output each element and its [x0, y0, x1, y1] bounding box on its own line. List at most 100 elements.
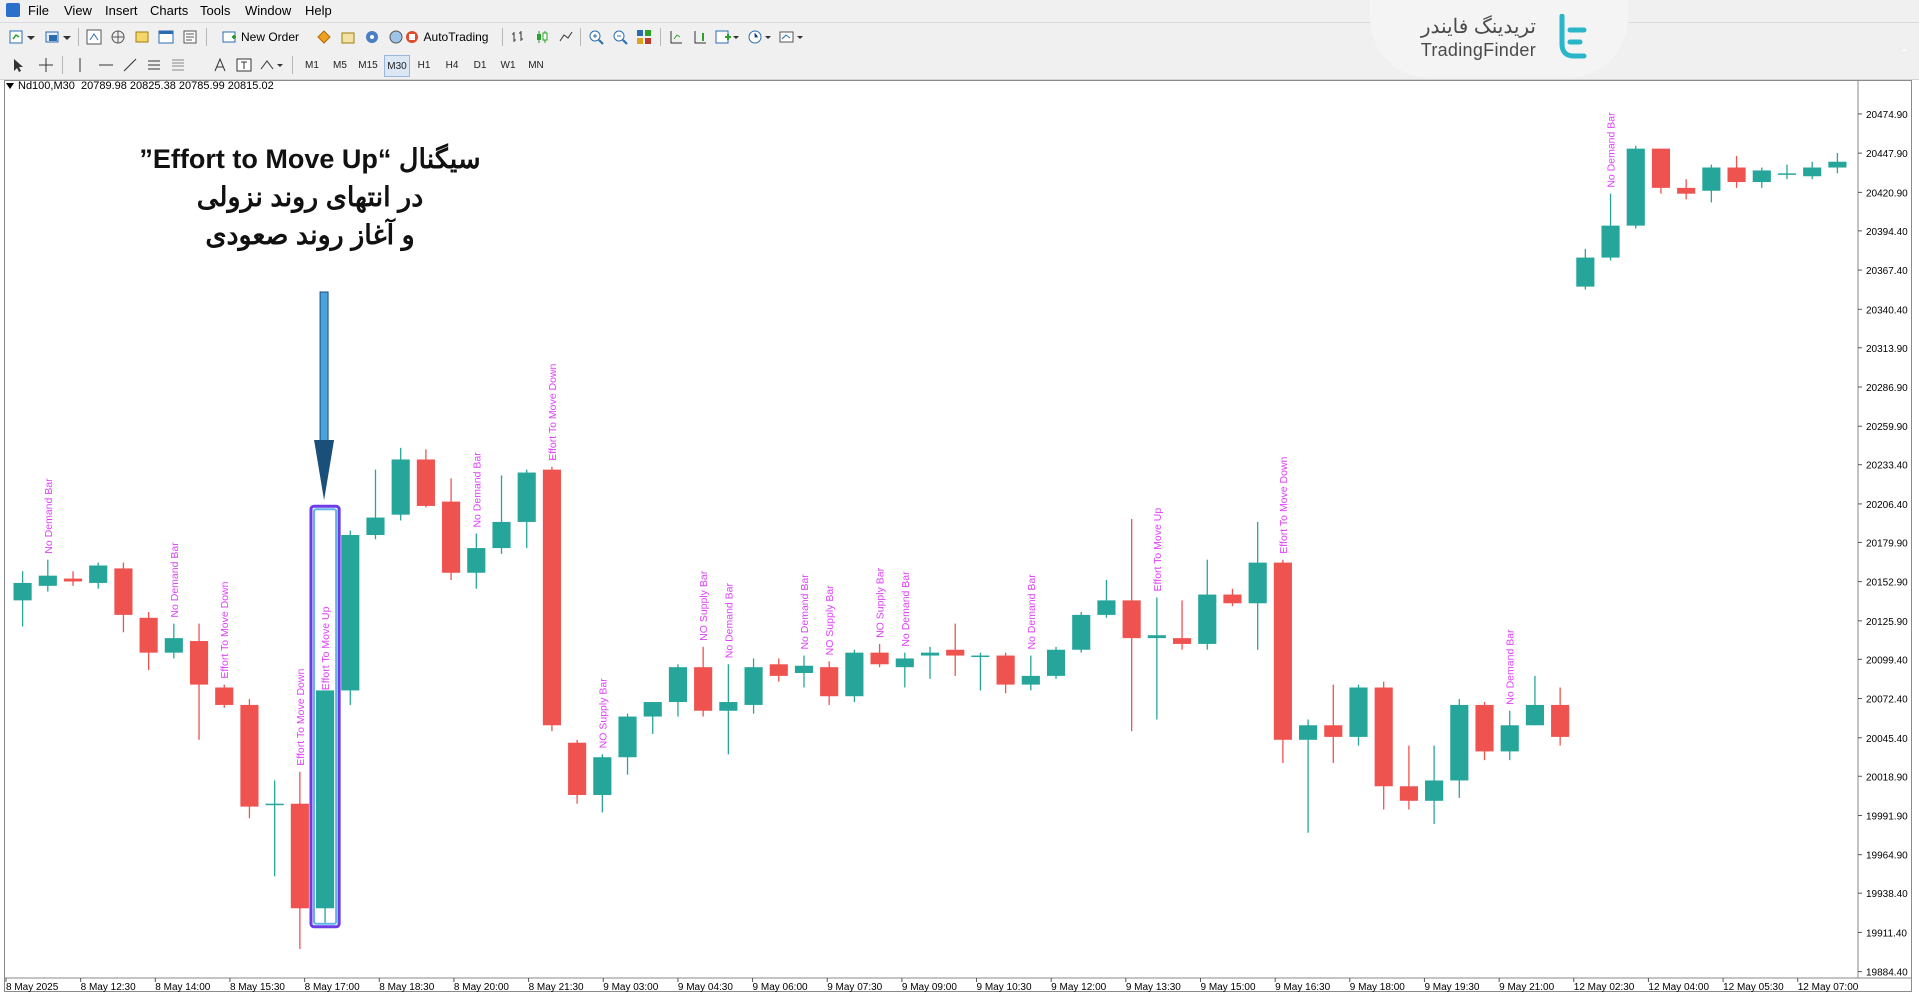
- menu-charts[interactable]: Charts: [150, 3, 189, 18]
- bear-candle: [442, 501, 461, 573]
- bull-candle: [1525, 704, 1545, 726]
- bull-candle: [1828, 161, 1847, 168]
- collapse-triangle-icon[interactable]: [6, 83, 14, 90]
- periods-icon[interactable]: [746, 27, 774, 47]
- timeframe-h1[interactable]: H1: [417, 59, 431, 71]
- channel-icon[interactable]: [144, 55, 164, 75]
- candlestick-icon[interactable]: [532, 27, 552, 47]
- terminal-icon[interactable]: [156, 27, 176, 47]
- time-tick-label: 9 May 19:30: [1424, 982, 1479, 993]
- price-tick-label: 20420.90: [1866, 188, 1908, 199]
- bear-candle: [820, 667, 839, 697]
- timeframe-m5[interactable]: M5: [333, 59, 347, 71]
- new-order-button[interactable]: New Order: [212, 27, 308, 47]
- price-tick-label: 20286.90: [1866, 383, 1908, 394]
- signal-label: Effort To Move Down: [547, 364, 559, 461]
- data-window-icon[interactable]: [108, 27, 128, 47]
- time-tick-label: 8 May 15:30: [230, 982, 285, 993]
- bear-candle: [568, 742, 587, 795]
- arrows-icon[interactable]: [258, 55, 286, 75]
- bull-candle: [618, 716, 637, 758]
- bear-candle: [1551, 704, 1570, 737]
- bar-chart-icon[interactable]: [508, 27, 528, 47]
- time-tick-label: 12 May 04:00: [1648, 982, 1709, 993]
- metaeditor-icon[interactable]: [362, 27, 382, 47]
- bull-candle: [971, 655, 990, 658]
- bear-candle: [416, 459, 435, 506]
- bull-candle: [315, 690, 335, 909]
- price-tick-label: 20367.40: [1866, 266, 1908, 277]
- menu-view[interactable]: View: [64, 3, 92, 18]
- globe-icon[interactable]: [386, 27, 406, 47]
- autoscroll-icon[interactable]: [690, 27, 710, 47]
- time-tick-label: 8 May 20:00: [454, 982, 509, 993]
- templates-icon[interactable]: [778, 27, 806, 47]
- timeframe-mn[interactable]: MN: [528, 59, 544, 71]
- bull-candle: [1046, 649, 1066, 676]
- time-tick-label: 9 May 13:30: [1126, 982, 1181, 993]
- timeframe-m15[interactable]: M15: [358, 59, 378, 71]
- menu-tools[interactable]: Tools: [200, 3, 231, 18]
- horizontal-line-icon[interactable]: [96, 55, 116, 75]
- text-label-icon[interactable]: [234, 55, 254, 75]
- tile-windows-icon[interactable]: [634, 27, 654, 47]
- time-tick-label: 9 May 18:00: [1350, 982, 1405, 993]
- bear-candle: [870, 652, 889, 665]
- timeframe-h4[interactable]: H4: [445, 59, 459, 71]
- zoom-out-icon[interactable]: [610, 27, 630, 47]
- signal-label: Effort To Move Up: [1152, 508, 1164, 592]
- bull-candle: [593, 757, 612, 795]
- menu-insert[interactable]: Insert: [105, 3, 138, 18]
- annotation-line-1: سیگنال “Effort to Move Up”: [139, 144, 481, 174]
- time-tick-label: 9 May 07:30: [827, 982, 882, 993]
- bear-candle: [240, 704, 259, 807]
- bull-candle: [1601, 225, 1620, 258]
- tester-icon[interactable]: [180, 27, 200, 47]
- time-tick-label: 9 May 12:00: [1051, 982, 1106, 993]
- text-icon[interactable]: [210, 55, 230, 75]
- market-icon[interactable]: [338, 27, 358, 47]
- signal-label: Effort To Move Down: [219, 581, 231, 678]
- price-tick-label: 20206.40: [1866, 500, 1908, 511]
- navigator-icon[interactable]: [132, 27, 152, 47]
- trendline-icon[interactable]: [120, 55, 140, 75]
- menu-help[interactable]: Help: [305, 3, 332, 18]
- time-tick-label: 8 May 14:00: [155, 982, 210, 993]
- indicators-icon[interactable]: [714, 27, 742, 47]
- autotrading-button[interactable]: AutoTrading: [400, 27, 492, 47]
- price-tick-label: 19991.90: [1866, 811, 1908, 822]
- zoom-in-icon[interactable]: [586, 27, 606, 47]
- chart-window[interactable]: [4, 80, 1912, 992]
- line-chart-icon[interactable]: [556, 27, 576, 47]
- bull-candle: [1803, 167, 1822, 177]
- vertical-line-icon[interactable]: [70, 55, 90, 75]
- timeframe-w1[interactable]: W1: [500, 59, 516, 71]
- price-tick-label: 20179.90: [1866, 538, 1908, 549]
- new-chart-icon[interactable]: [8, 27, 38, 47]
- profiles-icon[interactable]: [44, 27, 74, 47]
- price-tick-label: 20018.90: [1866, 772, 1908, 783]
- bear-candle: [1273, 562, 1292, 740]
- bull-candle: [1752, 170, 1771, 183]
- signals-icon[interactable]: [314, 27, 334, 47]
- signal-highlight-inner: [312, 508, 338, 925]
- timeframe-d1[interactable]: D1: [473, 59, 487, 71]
- time-tick-label: 9 May 10:30: [977, 982, 1032, 993]
- signal-label: No Demand Bar: [169, 542, 181, 618]
- bull-candle: [341, 535, 360, 691]
- cursor-icon[interactable]: [8, 55, 28, 75]
- bull-candle: [164, 638, 183, 653]
- bear-candle: [139, 617, 158, 653]
- crosshair-icon[interactable]: [36, 55, 56, 75]
- market-watch-icon[interactable]: [84, 27, 104, 47]
- timeframe-m30[interactable]: M30: [384, 55, 410, 77]
- bull-candle: [467, 548, 486, 573]
- price-tick-label: 19964.90: [1866, 851, 1908, 862]
- chart-shift-icon[interactable]: [666, 27, 686, 47]
- signal-highlight-box: [309, 504, 341, 929]
- fibonacci-icon[interactable]: [168, 55, 188, 75]
- bull-candle: [719, 702, 738, 711]
- timeframe-m1[interactable]: M1: [305, 59, 319, 71]
- menu-file[interactable]: File: [28, 3, 49, 18]
- menu-window[interactable]: Window: [245, 3, 292, 18]
